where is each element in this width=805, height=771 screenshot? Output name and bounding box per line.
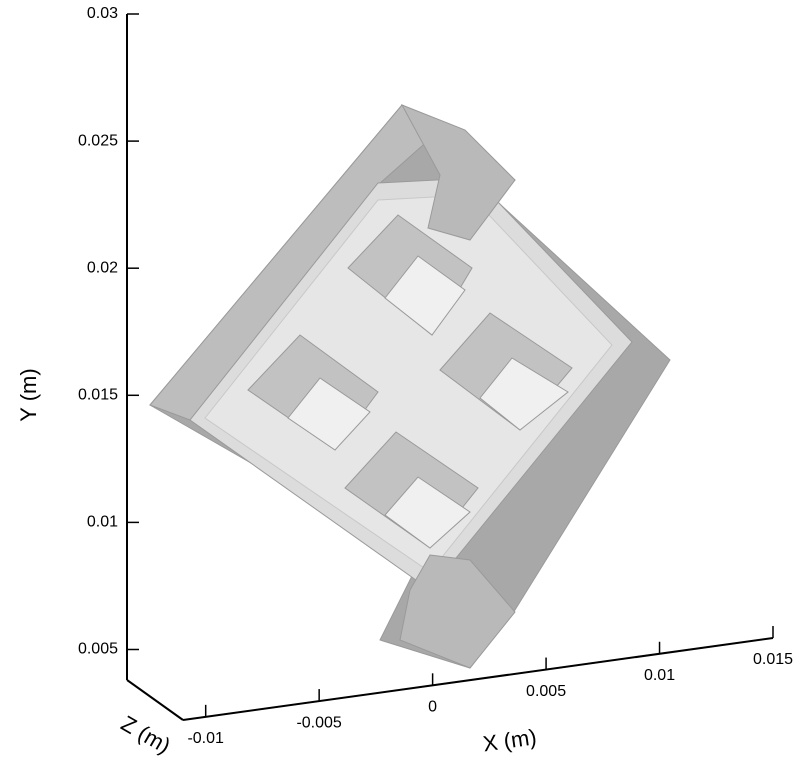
chart: Y (m) X (m) Z (m) 0.005 0.01 0.015 0.02 0.02… xyxy=(0,0,805,771)
x-tick-label: 0.005 xyxy=(526,683,566,700)
y-tick-label: 0.025 xyxy=(78,132,118,149)
y-tick-label: 0.015 xyxy=(78,387,118,404)
y-tick-label: 0.01 xyxy=(87,514,118,531)
x-axis-label: X (m) xyxy=(481,724,538,756)
x-tick-label: 0.01 xyxy=(644,667,675,684)
y-axis-label: Y (m) xyxy=(16,368,41,421)
x-tick-label: -0.005 xyxy=(296,714,341,731)
z-axis-label: Z (m) xyxy=(117,711,175,759)
y-tick-label: 0.03 xyxy=(87,5,118,22)
y-tick-label: 0.005 xyxy=(78,641,118,658)
geometry xyxy=(150,105,670,668)
x-tick-label: 0 xyxy=(428,699,437,716)
x-tick-label: -0.01 xyxy=(187,730,224,747)
x-tick-label: 0.015 xyxy=(753,651,793,668)
y-tick-label: 0.02 xyxy=(87,259,118,276)
